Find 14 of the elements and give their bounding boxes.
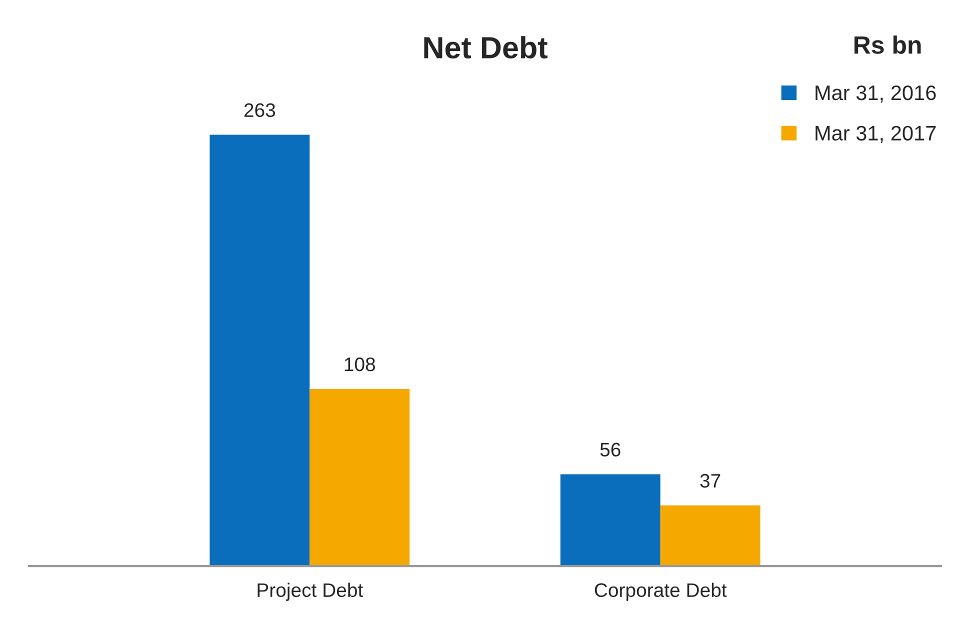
bar — [660, 505, 760, 566]
data-label: 37 — [700, 474, 720, 488]
x-tick-label: Project Debt — [258, 582, 364, 601]
data-label: 263 — [244, 103, 276, 118]
legend-label: Mar 31, 2017 — [816, 126, 936, 144]
chart-title: Net Debt — [424, 36, 548, 59]
bar — [560, 474, 660, 566]
data-label: 56 — [600, 442, 620, 457]
bar — [310, 388, 410, 566]
legend-label: Mar 31, 2016 — [816, 85, 936, 103]
data-label: 108 — [344, 357, 376, 372]
chart-subtitle: Rs bn — [854, 36, 921, 54]
bar — [210, 134, 310, 566]
x-tick-label: Corporate Debt — [594, 582, 727, 601]
